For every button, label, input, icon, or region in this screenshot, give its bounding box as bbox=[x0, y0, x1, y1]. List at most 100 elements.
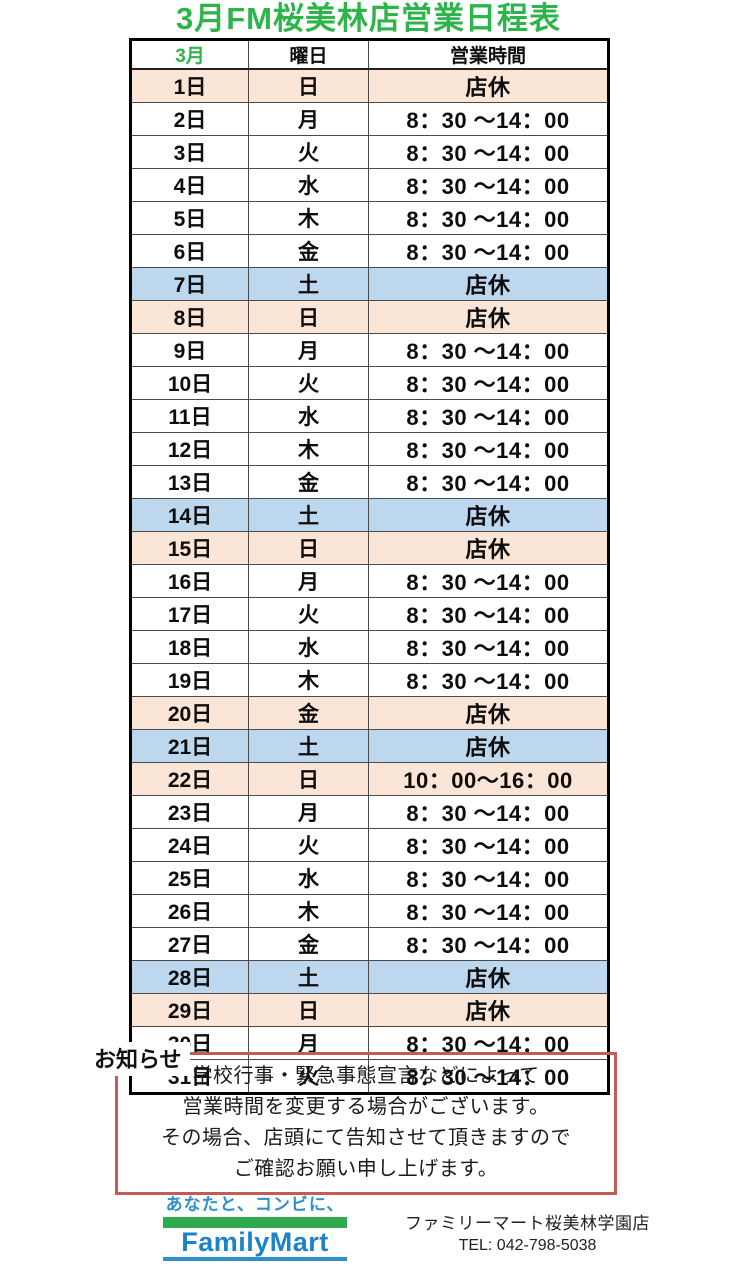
hours-cell: 店休 bbox=[368, 729, 609, 763]
familymart-logo: あなたと、コンビに、 FamilyMart bbox=[163, 1194, 347, 1261]
day-cell: 22日 bbox=[130, 762, 249, 796]
day-cell: 3日 bbox=[130, 135, 249, 169]
notice-text: 学校行事・緊急事態宣言などによって 営業時間を変更する場合がございます。 その場合、… bbox=[118, 1061, 614, 1185]
weekday-cell: 木 bbox=[248, 432, 369, 466]
notice-line: 学校行事・緊急事態宣言などによって bbox=[192, 1065, 540, 1087]
brand-tagline: あなたと、コンビに、 bbox=[165, 1195, 345, 1214]
store-info: ファミリーマート桜美林学園店 TEL: 042-798-5038 bbox=[395, 1212, 660, 1257]
weekday-cell: 木 bbox=[248, 201, 369, 235]
notice-line: ご確認お願い申し上げます。 bbox=[233, 1158, 499, 1180]
weekday-cell: 木 bbox=[248, 894, 369, 928]
day-cell: 26日 bbox=[130, 894, 249, 928]
notice-line: 営業時間を変更する場合がございます。 bbox=[182, 1096, 550, 1118]
hours-cell: 8：30 ～14：00 bbox=[368, 135, 609, 169]
notice-line: その場合、店頭にて告知させて頂きますので bbox=[161, 1127, 571, 1149]
weekday-cell: 月 bbox=[248, 564, 369, 598]
hours-cell: 店休 bbox=[368, 696, 609, 730]
table-row: 2日月 8：30 ～14：00 bbox=[130, 102, 609, 136]
logo-blue-underline bbox=[163, 1257, 347, 1261]
store-name: ファミリーマート桜美林学園店 bbox=[405, 1214, 650, 1233]
hours-cell: 店休 bbox=[368, 531, 609, 565]
hours-cell: 8：30 ～14：00 bbox=[368, 828, 609, 862]
hours-cell: 8：30 ～14：00 bbox=[368, 102, 609, 136]
header-hours: 営業時間 bbox=[368, 39, 609, 70]
weekday-cell: 土 bbox=[248, 960, 369, 994]
hours-cell: 8：30 ～14：00 bbox=[368, 663, 609, 697]
weekday-cell: 日 bbox=[248, 300, 369, 334]
table-row: 5日木 8：30 ～14：00 bbox=[130, 201, 609, 235]
day-cell: 2日 bbox=[130, 102, 249, 136]
table-row: 8日日店休 bbox=[130, 300, 609, 334]
weekday-cell: 金 bbox=[248, 696, 369, 730]
table-row: 7日土店休 bbox=[130, 267, 609, 301]
weekday-cell: 金 bbox=[248, 234, 369, 268]
hours-cell: 8：30 ～14：00 bbox=[368, 366, 609, 400]
header-weekday: 曜日 bbox=[248, 39, 369, 70]
day-cell: 28日 bbox=[130, 960, 249, 994]
table-row: 1日日店休 bbox=[130, 68, 609, 103]
weekday-cell: 火 bbox=[248, 1059, 369, 1094]
day-cell: 20日 bbox=[130, 696, 249, 730]
hours-cell: 店休 bbox=[368, 68, 609, 103]
weekday-cell: 月 bbox=[248, 102, 369, 136]
weekday-cell: 火 bbox=[248, 828, 369, 862]
day-cell: 8日 bbox=[130, 300, 249, 334]
hours-cell: 10：00～16：00 bbox=[368, 762, 609, 796]
table-row: 25日水 8：30 ～14：00 bbox=[130, 861, 609, 895]
day-cell: 9日 bbox=[130, 333, 249, 367]
weekday-cell: 木 bbox=[248, 663, 369, 697]
table-row: 29日日店休 bbox=[130, 993, 609, 1027]
weekday-cell: 日 bbox=[248, 993, 369, 1027]
weekday-cell: 月 bbox=[248, 333, 369, 367]
table-row: 22日日 10：00～16：00 bbox=[130, 762, 609, 796]
weekday-cell: 水 bbox=[248, 861, 369, 895]
table-row: 10日火 8：30 ～14：00 bbox=[130, 366, 609, 400]
day-cell: 5日 bbox=[130, 201, 249, 235]
weekday-cell: 火 bbox=[248, 366, 369, 400]
hours-cell: 8：30 ～14：00 bbox=[368, 861, 609, 895]
table-row: 14日土店休 bbox=[130, 498, 609, 532]
hours-cell: 8：30 ～14：00 bbox=[368, 597, 609, 631]
notice-box: 学校行事・緊急事態宣言などによって 営業時間を変更する場合がございます。 その場合、… bbox=[115, 1052, 617, 1195]
weekday-cell: 水 bbox=[248, 630, 369, 664]
hours-cell: 8：30 ～14：00 bbox=[368, 168, 609, 202]
day-cell: 11日 bbox=[130, 399, 249, 433]
weekday-cell: 火 bbox=[248, 135, 369, 169]
hours-cell: 8：30 ～14：00 bbox=[368, 630, 609, 664]
weekday-cell: 火 bbox=[248, 597, 369, 631]
hours-cell: 8：30 ～14：00 bbox=[368, 201, 609, 235]
table-row: 12日木 8：30 ～14：00 bbox=[130, 432, 609, 466]
table-row: 17日火 8：30 ～14：00 bbox=[130, 597, 609, 631]
day-cell: 29日 bbox=[130, 993, 249, 1027]
hours-cell: 8：30 ～14：00 bbox=[368, 399, 609, 433]
hours-cell: 店休 bbox=[368, 993, 609, 1027]
table-row: 27日金 8：30 ～14：00 bbox=[130, 927, 609, 961]
table-header-row: 3月 曜日 営業時間 bbox=[130, 39, 609, 70]
day-cell: 1日 bbox=[130, 68, 249, 103]
logo-green-bar bbox=[163, 1217, 347, 1228]
table-row: 13日金 8：30 ～14：00 bbox=[130, 465, 609, 499]
weekday-cell: 土 bbox=[248, 267, 369, 301]
table-row: 18日水 8：30 ～14：00 bbox=[130, 630, 609, 664]
hours-cell: 8：30 ～14：00 bbox=[368, 1059, 609, 1094]
table-row: 23日月 8：30 ～14：00 bbox=[130, 795, 609, 829]
hours-cell: 店休 bbox=[368, 498, 609, 532]
weekday-cell: 土 bbox=[248, 498, 369, 532]
page-title: 3月FM桜美林店営業日程表 bbox=[176, 1, 561, 36]
store-phone: TEL: 042-798-5038 bbox=[458, 1237, 597, 1254]
hours-cell: 8：30 ～14：00 bbox=[368, 564, 609, 598]
hours-cell: 8：30 ～14：00 bbox=[368, 927, 609, 961]
hours-cell: 店休 bbox=[368, 267, 609, 301]
notice-label: お知らせ bbox=[94, 1042, 190, 1076]
schedule-table-body: 1日日店休 2日月 8：30 ～14：00 3日火 8：30 ～14：00 4日水 8：30… bbox=[130, 68, 609, 1094]
brand-name: FamilyMart bbox=[181, 1227, 329, 1257]
weekday-cell: 土 bbox=[248, 729, 369, 763]
hours-cell: 店休 bbox=[368, 300, 609, 334]
table-row: 24日火 8：30 ～14：00 bbox=[130, 828, 609, 862]
day-cell: 15日 bbox=[130, 531, 249, 565]
day-cell: 10日 bbox=[130, 366, 249, 400]
day-cell: 25日 bbox=[130, 861, 249, 895]
table-row: 28日土店休 bbox=[130, 960, 609, 994]
day-cell: 23日 bbox=[130, 795, 249, 829]
hours-cell: 店休 bbox=[368, 960, 609, 994]
